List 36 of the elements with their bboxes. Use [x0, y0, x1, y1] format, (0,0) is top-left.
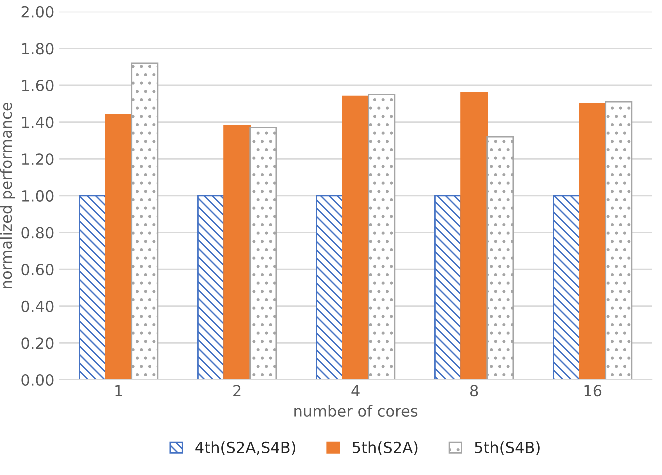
legend-label: 5th(S2A): [352, 442, 418, 456]
bar: [250, 127, 278, 380]
bar: [224, 125, 252, 380]
bar: [198, 195, 225, 380]
legend-label: 5th(S4B): [475, 442, 540, 456]
y-tick-label: 2.00: [22, 6, 54, 18]
y-tick-label: 1.60: [22, 80, 54, 92]
legend-label: 4th(S2A,S4B): [196, 442, 296, 456]
x-tick-label: 1: [116, 385, 122, 396]
y-tick-label: 1.40: [22, 116, 54, 128]
y-tick-label: 0.40: [22, 300, 54, 312]
bar: [131, 62, 159, 380]
x-tick-label: 2: [234, 385, 241, 396]
bar: [79, 195, 106, 380]
bar: [605, 101, 633, 380]
x-tick-label: 8: [470, 385, 478, 397]
bar: [368, 94, 396, 380]
bar: [316, 195, 344, 380]
y-tick-label: 1.20: [22, 154, 54, 166]
x-axis-title: number of cores: [294, 405, 418, 418]
bar: [105, 114, 133, 380]
y-axis-title: normalized performance: [0, 102, 16, 288]
x-tick-label: 4: [352, 385, 360, 396]
y-tick-label: 0.00: [22, 374, 54, 386]
bar: [579, 103, 607, 380]
bar: [460, 92, 488, 380]
bar: [553, 195, 580, 380]
y-tick-label: 1.80: [22, 43, 54, 55]
y-tick-label: 0.80: [22, 227, 54, 239]
bar: [434, 195, 462, 380]
bar: [342, 96, 370, 380]
bar: [486, 136, 514, 380]
y-tick-label: 0.60: [22, 264, 54, 276]
y-tick-label: 0.20: [22, 338, 54, 350]
y-tick-label: 1.00: [22, 190, 54, 202]
x-tick-label: 16: [584, 385, 602, 397]
